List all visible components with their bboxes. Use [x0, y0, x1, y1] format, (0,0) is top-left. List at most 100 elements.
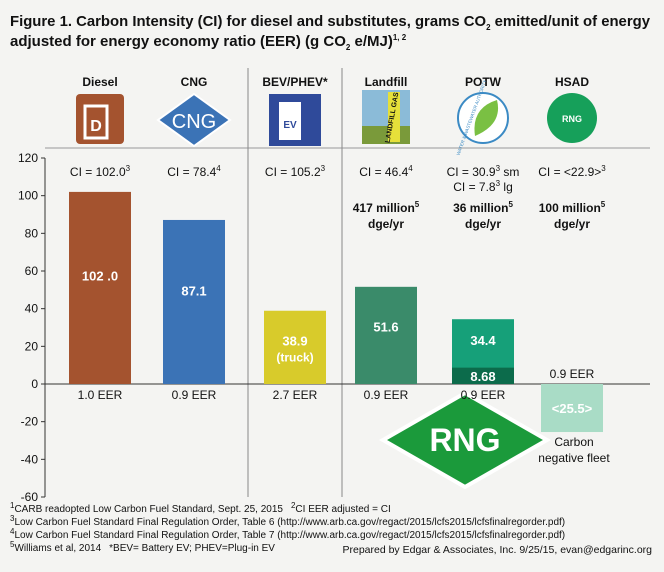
footnote-mark: 1 [10, 501, 15, 510]
label-line: dge/yr [554, 217, 590, 231]
label-text: dge/yr [554, 217, 590, 231]
footnote-text: Low Carbon Fuel Standard Final Regulatio… [14, 517, 565, 528]
footnote-mark: 3 [10, 514, 15, 523]
footnote-text: CI EER adjusted = CI [295, 504, 390, 515]
title-text: Figure 1. Carbon Intensity (CI) for dies… [10, 13, 486, 30]
label-text: CI = 7.8 [453, 180, 496, 194]
y-tick-label: 20 [25, 339, 39, 353]
footnote-text: *BEV= Battery EV; PHEV=Plug-in EV [109, 543, 275, 554]
eer-label: 0.9 EER [461, 388, 506, 402]
bar [69, 191, 131, 384]
y-tick-label: -40 [21, 452, 39, 466]
annotation: (truck) [276, 350, 313, 364]
chart-title: Figure 1. Carbon Intensity (CI) for dies… [10, 13, 651, 32]
icon-text: CNG [172, 111, 216, 133]
eer-label: 0.9 EER [172, 388, 217, 402]
icon-part [388, 92, 400, 142]
rng-label: RNG [429, 422, 500, 458]
label-text: CI = <22.9> [538, 165, 601, 179]
eer-label: 0.9 EER [550, 367, 595, 381]
category-label: POTW [465, 75, 502, 89]
y-tick-label: 0 [31, 377, 38, 391]
label-line: 417 million5 [353, 200, 420, 215]
label-text: 417 million [353, 201, 415, 215]
footnote-mark: 4 [10, 527, 15, 536]
eer-label: 0.9 EER [364, 388, 409, 402]
bar [264, 310, 326, 384]
label-line: CI = 105.23 [265, 164, 326, 179]
superscript: 5 [601, 200, 606, 209]
value-label: 51.6 [373, 320, 398, 335]
label-text: CI = 46.4 [359, 165, 408, 179]
footnote: 4Low Carbon Fuel Standard Final Regulati… [10, 527, 565, 541]
chart-title: adjusted for energy economy ratio (EER) … [10, 33, 407, 52]
footnote: 3Low Carbon Fuel Standard Final Regulati… [10, 514, 565, 528]
label-text: CI = 102.0 [70, 165, 126, 179]
superscript: 3 [321, 164, 326, 173]
eer-label: 1.0 EER [78, 388, 123, 402]
superscript: 4 [216, 164, 221, 173]
label-text: lg [500, 180, 513, 194]
icon-text: RNG [562, 114, 582, 124]
value-label: 38.9 [282, 333, 307, 348]
icon-part [83, 104, 109, 140]
label-text: dge/yr [465, 217, 501, 231]
icon-part [279, 102, 301, 140]
footnote-text: Williams et al, 2014 [14, 543, 101, 554]
icon [547, 93, 597, 143]
icon-part [474, 100, 499, 136]
icon-text: D [90, 118, 102, 135]
icon-text: EV [283, 120, 297, 131]
footnote-text: Low Carbon Fuel Standard Final Regulatio… [14, 530, 565, 541]
label-line: dge/yr [465, 217, 501, 231]
overlay-bar [452, 367, 514, 384]
label-text: dge/yr [368, 217, 404, 231]
rng-diamond [378, 390, 552, 490]
category-label: Landfill [365, 75, 408, 89]
superscript: 5 [415, 200, 420, 209]
title-sub: 2 [486, 23, 491, 32]
bar [541, 384, 603, 433]
y-tick-label: 100 [18, 189, 38, 203]
y-tick-label: -60 [21, 490, 39, 504]
superscript: 3 [126, 164, 131, 173]
value-label: 87.1 [181, 283, 206, 298]
footnote-mark: 5 [10, 540, 15, 549]
value-label: <25.5> [552, 401, 593, 416]
footnote-mark: 2 [291, 501, 296, 510]
superscript: 3 [496, 179, 501, 188]
label-line: CI = <22.9>3 [538, 164, 606, 179]
label-text: 100 million [539, 201, 601, 215]
label-text: CI = 30.9 [447, 165, 496, 179]
label-text: CI = 78.4 [167, 165, 216, 179]
category-label: CNG [181, 75, 208, 89]
footnote: 5Williams et al, 2014 *BEV= Battery EV; P… [10, 540, 275, 554]
label-line: CI = 102.03 [70, 164, 131, 179]
y-tick-label: 80 [25, 226, 39, 240]
label-line: CI = 78.44 [167, 164, 221, 179]
label-line: 36 million5 [453, 200, 513, 215]
title-text: adjusted for energy economy ratio (EER) … [10, 33, 346, 50]
value-label: 102 .0 [82, 268, 118, 283]
title-text: e/MJ) [350, 33, 393, 50]
title-sub: 2 [346, 43, 351, 52]
y-tick-label: 120 [18, 151, 38, 165]
label-line: 100 million5 [539, 200, 606, 215]
y-tick-label: -20 [21, 415, 39, 429]
value-label: 34.4 [470, 333, 496, 348]
superscript: 3 [496, 164, 501, 173]
label-line: CI = 46.44 [359, 164, 413, 179]
superscript: 4 [408, 164, 413, 173]
superscript: 3 [601, 164, 606, 173]
label-text: 36 million [453, 201, 508, 215]
title-sup: 1, 2 [393, 33, 407, 42]
category-label: Diesel [82, 75, 117, 89]
bar [163, 219, 225, 384]
category-label: HSAD [555, 75, 589, 89]
icon [156, 92, 232, 148]
label-text: CI = 105.2 [265, 165, 321, 179]
annotation: Carbon [554, 435, 593, 449]
label-line: CI = 30.93 sm [447, 164, 520, 179]
credit: Prepared by Edgar & Associates, Inc. 9/2… [342, 544, 652, 556]
